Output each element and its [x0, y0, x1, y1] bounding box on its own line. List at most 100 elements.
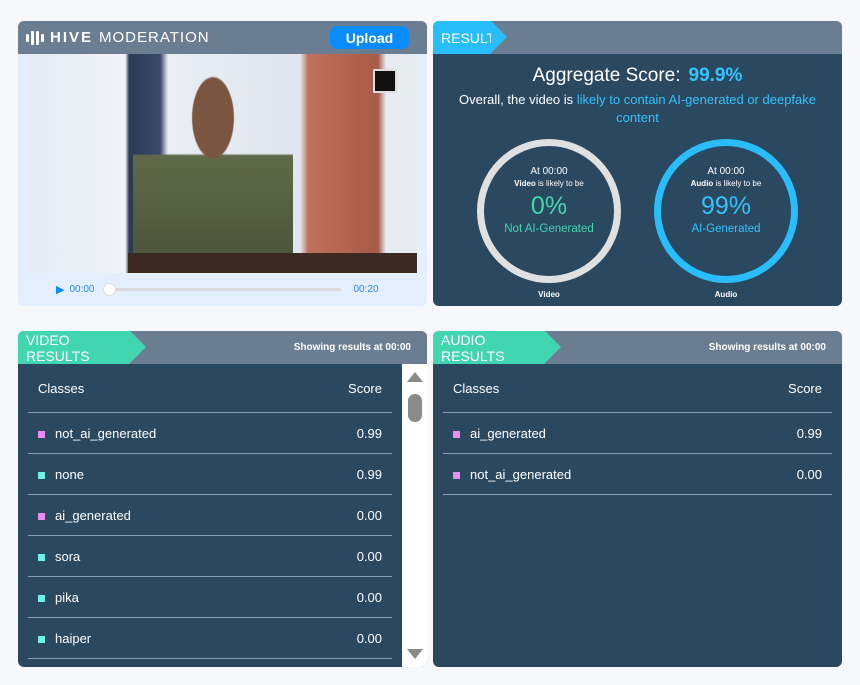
logo-light: MODERATION: [99, 29, 210, 46]
col-score: Score: [788, 380, 822, 396]
video-showing: Showing results at 00:00: [293, 342, 411, 353]
video-results-header: VIDEO RESULTS Showing results at 00:00: [18, 331, 427, 364]
class-name: sora: [55, 548, 81, 564]
video-at: At 00:00: [530, 166, 568, 177]
audio-subject: Audio: [690, 179, 714, 188]
class-cell: haiper: [38, 631, 91, 646]
overall-prefix: Overall, the video is: [459, 92, 577, 107]
class-color-icon: [38, 471, 45, 479]
video-subject: Video: [514, 179, 536, 188]
scroll-up-icon[interactable]: [407, 372, 423, 382]
video-results-panel: VIDEO RESULTS Showing results at 00:00 Cl…: [18, 331, 427, 667]
aggregate-label: Aggregate Score:: [532, 65, 681, 86]
audio-likely: Audio is likely to be: [661, 179, 791, 188]
audio-label: AI-Generated: [691, 223, 761, 235]
class-cell: ai_generated: [453, 426, 546, 441]
table-row: ai_generated 0.99: [443, 413, 832, 454]
class-color-icon: [38, 512, 45, 520]
class-color-icon: [38, 635, 45, 643]
score-cell: 0.99: [356, 425, 382, 441]
audio-at: At 00:00: [707, 166, 745, 177]
video-player-panel: HIVE MODERATION Upload ▶ 00:00 00:20: [18, 21, 427, 306]
class-name: ai_generated: [470, 425, 546, 441]
video-likely-text: is likely to be: [535, 179, 584, 188]
play-icon[interactable]: ▶: [56, 284, 65, 296]
seek-bar[interactable]: [102, 283, 341, 296]
class-name: not_ai_generated: [55, 425, 157, 441]
audio-results-table: Classes Score ai_generated 0.99 not_ai_gene…: [443, 364, 832, 495]
class-color-icon: [453, 471, 460, 479]
class-color-icon: [38, 594, 45, 602]
aggregate-value: 99.9%: [688, 65, 743, 86]
hive-logo-icon: [26, 30, 44, 45]
result-panel: RESULT Aggregate Score: 99.9% Overall, th…: [433, 21, 842, 306]
video-likely: Video is likely to be: [484, 179, 614, 188]
class-color-icon: [38, 430, 45, 438]
class-color-icon: [38, 553, 45, 561]
class-cell: pika: [38, 590, 79, 605]
video-caption: Video: [538, 290, 560, 299]
duration: 00:20: [353, 284, 379, 295]
audio-showing: Showing results at 00:00: [708, 342, 826, 353]
class-cell: none: [38, 467, 84, 482]
seek-handle[interactable]: [102, 283, 116, 296]
table-row: none 0.99: [28, 454, 392, 495]
video-frame[interactable]: [28, 54, 417, 273]
result-header: RESULT: [433, 21, 842, 54]
class-cell: sora: [38, 549, 80, 564]
score-cell: 0.00: [356, 548, 382, 564]
table-row: not_ai_generated 0.00: [443, 454, 832, 495]
video-results-table: Classes Score not_ai_generated 0.99 none 0.9…: [28, 364, 392, 659]
logo-bold: HIVE: [50, 29, 94, 46]
speaker-image: [133, 74, 293, 273]
class-cell: ai_generated: [38, 508, 131, 523]
channel-emblem-icon: [373, 69, 397, 93]
table-header: Classes Score: [443, 364, 832, 413]
scroll-thumb[interactable]: [408, 394, 422, 422]
current-time: 00:00: [69, 284, 95, 295]
table-row: haiper 0.00: [28, 618, 392, 659]
class-name: not_ai_generated: [470, 466, 572, 482]
class-cell: not_ai_generated: [38, 426, 156, 441]
audio-results-header: AUDIO RESULTS Showing results at 00:00: [433, 331, 842, 364]
table-row: not_ai_generated 0.99: [28, 413, 392, 454]
col-classes: Classes: [453, 380, 500, 396]
score-cell: 0.00: [356, 630, 382, 646]
class-name: pika: [55, 589, 79, 605]
audio-percent: 99%: [700, 192, 752, 220]
aggregate-score: Aggregate Score: 99.9%: [433, 65, 842, 87]
score-cell: 0.99: [796, 425, 822, 441]
video-label: Not AI-Generated: [504, 223, 594, 235]
scroll-down-icon[interactable]: [407, 649, 423, 659]
overall-highlight: likely to contain AI-generated or deepfa…: [576, 92, 816, 125]
col-score: Score: [348, 380, 382, 396]
table-header: Classes Score: [28, 364, 392, 413]
table-row: pika 0.00: [28, 577, 392, 618]
player-header: HIVE MODERATION Upload: [18, 21, 427, 54]
audio-score-ring: At 00:00 Audio is likely to be 99% AI-Ge…: [654, 139, 798, 283]
video-results-tag: VIDEO RESULTS: [18, 331, 146, 364]
scrollbar[interactable]: [402, 364, 427, 667]
audio-results-panel: AUDIO RESULTS Showing results at 00:00 Cl…: [433, 331, 842, 667]
audio-caption: Audio: [714, 290, 738, 299]
table-row: ai_generated 0.00: [28, 495, 392, 536]
audio-likely-text: is likely to be: [713, 179, 762, 188]
score-cell: 0.00: [356, 507, 382, 523]
player-controls: ▶ 00:00 00:20: [18, 273, 427, 306]
class-name: haiper: [55, 630, 92, 646]
score-cell: 0.99: [356, 466, 382, 482]
audio-results-tag: AUDIO RESULTS: [433, 331, 561, 364]
upload-button[interactable]: Upload: [330, 26, 409, 49]
class-name: none: [55, 466, 84, 482]
table-row: sora 0.00: [28, 536, 392, 577]
class-color-icon: [453, 430, 460, 438]
video-percent: 0%: [530, 192, 568, 220]
podium-image: [128, 253, 417, 273]
overall-text: Overall, the video is likely to contain …: [443, 91, 832, 127]
class-cell: not_ai_generated: [453, 467, 571, 482]
score-cell: 0.00: [796, 466, 822, 482]
score-cell: 0.00: [356, 589, 382, 605]
col-classes: Classes: [38, 380, 85, 396]
video-score-ring: At 00:00 Video is likely to be 0% Not AI…: [477, 139, 621, 283]
result-tag: RESULT: [433, 21, 507, 54]
